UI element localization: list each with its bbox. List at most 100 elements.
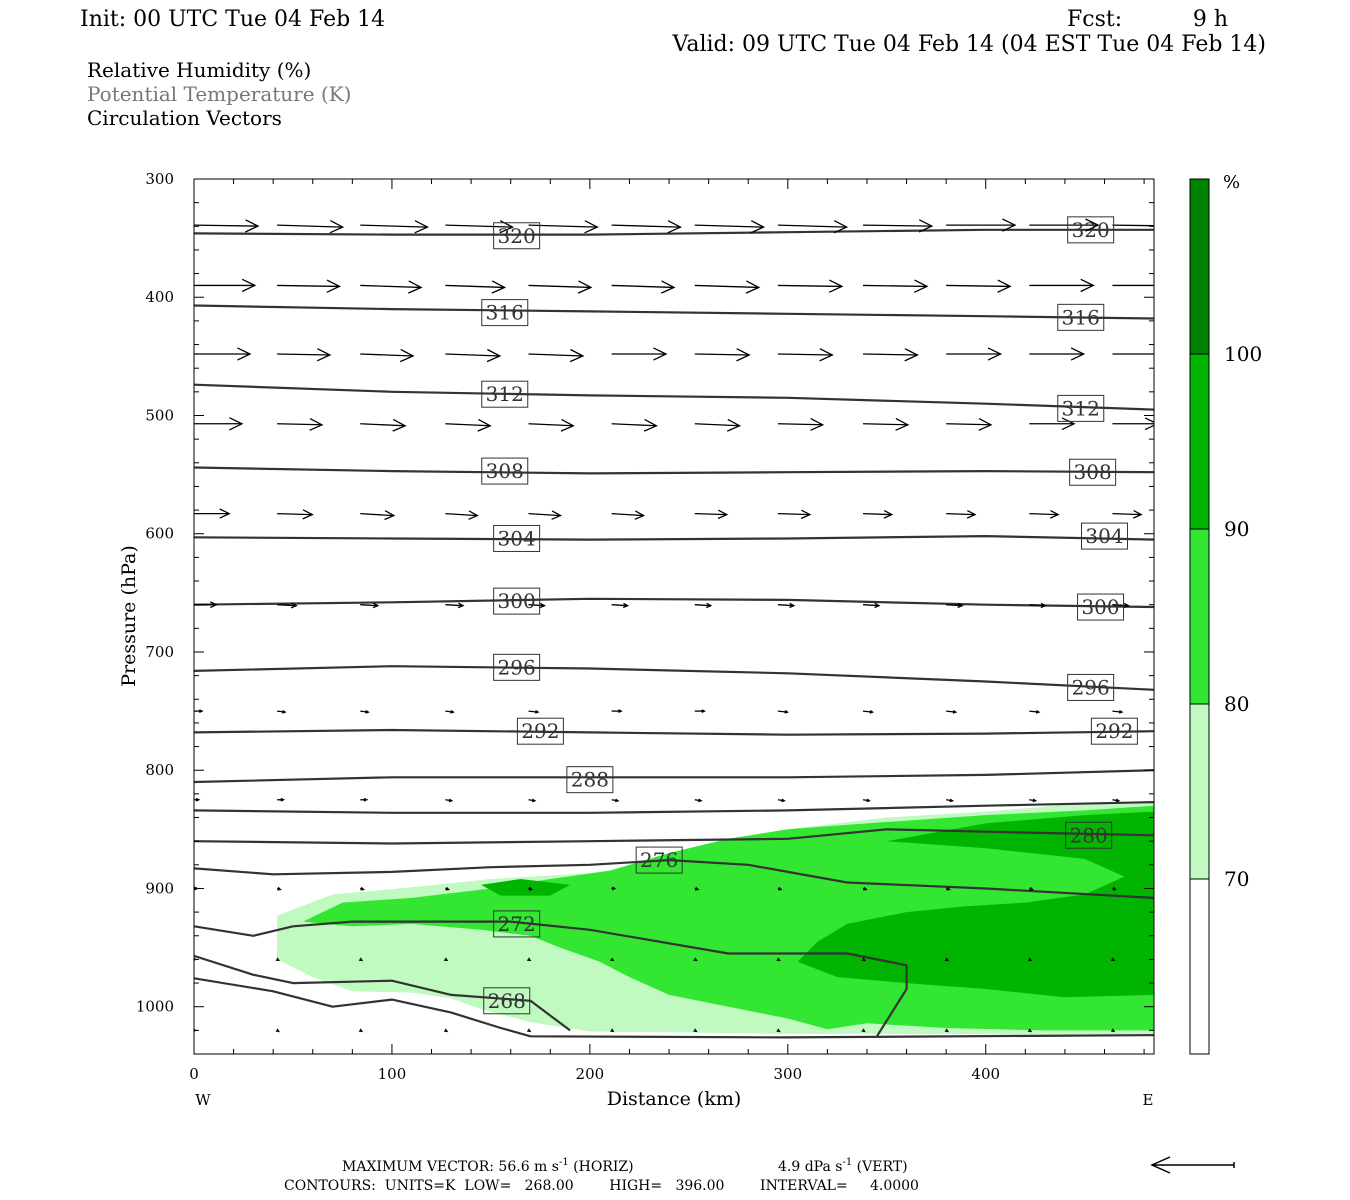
theta-contour-264 (194, 977, 1154, 1039)
vector-arrow (445, 280, 507, 294)
vector-arrow (694, 509, 729, 520)
vector-arrow (862, 798, 871, 803)
vector-shaft (611, 604, 628, 607)
vector-head (750, 220, 766, 234)
vector-head (448, 798, 454, 803)
vector-shaft (277, 423, 322, 426)
vector-arrow (777, 348, 834, 362)
colorbar-segment-1 (1189, 703, 1210, 880)
vector-head (944, 1028, 950, 1033)
theta-label-296-0: 296 (493, 653, 541, 681)
vector-head (895, 418, 910, 431)
vector-arrow (776, 1028, 781, 1033)
vector-shaft (777, 604, 794, 607)
vector-arrow (360, 602, 380, 609)
vector-shaft (862, 710, 873, 713)
theta-label-276-0: 276 (635, 846, 683, 874)
vector-head (241, 278, 257, 293)
vector-arrow (1112, 348, 1154, 360)
vector-shaft (611, 224, 681, 228)
vector-arrow (862, 602, 881, 609)
vector-arrow (863, 418, 910, 431)
vector-head (1153, 348, 1154, 360)
vector-shaft (611, 512, 644, 517)
vector-shaft (777, 224, 847, 228)
theta-label-312-0: 312 (481, 380, 529, 408)
vector-arrow (694, 280, 761, 294)
vector-head (1032, 798, 1038, 803)
vector-arrow (611, 347, 668, 361)
theta-label-292-0: 292 (516, 717, 564, 745)
colorbar-level-label: 100 (1224, 342, 1262, 366)
vector-arrow (1112, 709, 1124, 714)
vector-arrow (1112, 798, 1121, 803)
theta-contour-308 (194, 466, 1154, 475)
vector-shaft (360, 353, 414, 357)
theta-label-300-1: 300 (1077, 593, 1125, 621)
vector-arrow (694, 418, 742, 432)
vector-head (486, 348, 502, 363)
vector-head (726, 418, 742, 432)
vector-shaft (360, 284, 422, 289)
vector-shaft (277, 284, 340, 288)
vector-head (914, 279, 929, 293)
vector-shaft (777, 512, 810, 516)
y-tick-label: 400 (145, 288, 174, 306)
theta-label-312-1: 312 (1057, 394, 1105, 422)
vector-shaft (1112, 224, 1154, 227)
colorbar-segment-0 (1189, 878, 1210, 1055)
vector-shaft (1112, 512, 1142, 516)
vector-head (1049, 510, 1060, 519)
theta-label-text: 308 (486, 459, 524, 483)
vector-arrow (944, 957, 950, 962)
theta-label-text: 296 (1072, 675, 1110, 699)
theta-label-box (481, 299, 529, 327)
vector-head (237, 347, 252, 361)
vector-head (717, 509, 729, 520)
vector-arrow (777, 279, 844, 293)
vector-head (789, 602, 796, 609)
vector-shaft (694, 423, 740, 427)
vector-arrow (360, 418, 407, 432)
vector-shaft (863, 284, 928, 288)
vector-arrow (277, 348, 332, 362)
vector-arrow (527, 957, 532, 962)
vector-shaft (277, 353, 330, 356)
vector-shaft (528, 224, 598, 228)
y-tick-label: 300 (145, 170, 174, 188)
vector-arrow (693, 957, 698, 962)
vector-head (584, 220, 599, 234)
vector-head (326, 279, 341, 293)
vector-head (610, 957, 615, 962)
theta-label-box (566, 766, 614, 794)
vector-head (833, 220, 849, 234)
vector-shaft (528, 710, 539, 713)
theta-label-320-0: 320 (493, 222, 541, 250)
vector-shaft (1029, 512, 1059, 516)
vector-head (316, 348, 332, 362)
vector-head (450, 709, 455, 714)
vector-head (229, 417, 244, 431)
vector-shaft (777, 423, 823, 426)
vector-arrow (1111, 1028, 1116, 1033)
x-tick-label: 300 (773, 1065, 802, 1083)
theta-label-292-1: 292 (1090, 717, 1138, 745)
vector-head (358, 1028, 364, 1033)
vector-arrow (611, 886, 617, 891)
vector-arrow (360, 510, 396, 521)
vector-arrow (527, 1028, 532, 1033)
vector-head (280, 797, 285, 802)
vector-arrow (777, 798, 786, 803)
vector-head (195, 797, 201, 802)
field-label-rh: Relative Humidity (%) (87, 58, 311, 82)
vector-head (776, 1028, 781, 1033)
vector-head (443, 957, 449, 962)
vector-head (329, 220, 345, 234)
vector-shaft (445, 284, 505, 289)
vector-shaft (777, 710, 788, 713)
theta-label-box (516, 717, 564, 745)
theta-label-280-0: 280 (1065, 821, 1113, 849)
rh-region-90-2 (797, 811, 1154, 998)
theta-contour-280 (194, 828, 1154, 845)
